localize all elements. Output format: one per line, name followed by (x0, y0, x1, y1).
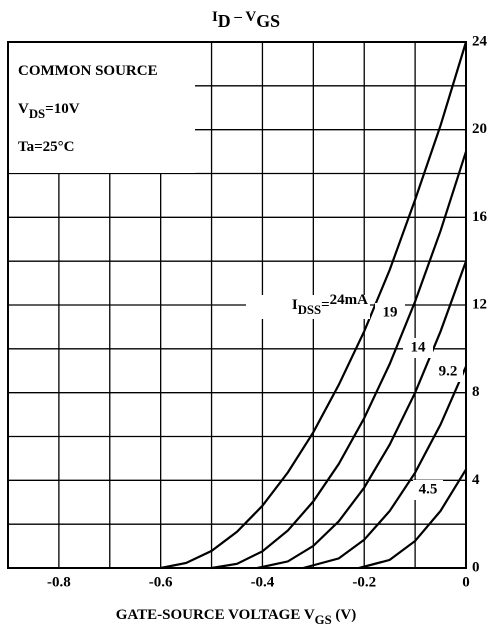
text-part: =10V (45, 101, 80, 117)
label-bg (413, 480, 443, 500)
text-part: Ta=25°C (18, 139, 75, 155)
y-tick-label: 20 (472, 121, 487, 137)
curve (211, 151, 468, 570)
series-label: 9.2 (439, 363, 458, 379)
subscript: DS (29, 107, 45, 121)
text-part: I (292, 297, 298, 313)
text-part: 24mA (330, 292, 368, 308)
curve (302, 365, 468, 570)
y-tick-label: 8 (472, 384, 480, 400)
series-label: IDSS=24mA (292, 292, 368, 316)
x-tick-label: -0.4 (251, 574, 275, 590)
text-part: COMMON SOURCE (18, 63, 158, 79)
y-tick-label: 12 (472, 296, 487, 312)
x-tick-label: -0.8 (47, 574, 71, 590)
subscript: D (218, 11, 231, 31)
text-part: I (212, 9, 218, 25)
plot-frame (7, 41, 467, 569)
subscript: GS (315, 613, 332, 627)
condition-text: Ta=25°C (18, 139, 75, 155)
subscript: DSS (298, 303, 321, 317)
label-bg (433, 362, 463, 382)
y-tick-label: 24 (472, 33, 488, 49)
series-label: 4.5 (419, 481, 438, 497)
label-bg (375, 303, 405, 323)
label-bg (246, 295, 370, 319)
x-tick-label: 0 (462, 574, 470, 590)
x-axis-label: GATE-SOURCE VOLTAGE VGS (V) (116, 607, 357, 626)
text-part: – V (231, 9, 257, 25)
condition-box (9, 43, 195, 173)
curve (160, 41, 468, 570)
chart-title: ID – VGS (212, 9, 280, 31)
x-tick-label: -0.2 (352, 574, 376, 590)
series-label: 19 (383, 304, 398, 320)
x-tick-label: -0.6 (149, 574, 173, 590)
condition-text: COMMON SOURCE (18, 63, 158, 79)
series-label: 14 (411, 339, 427, 355)
text-part: = (321, 297, 330, 313)
label-bg (403, 338, 433, 358)
text-part: (V) (332, 607, 357, 623)
condition-text: VDS=10V (18, 101, 80, 120)
y-tick-label: 16 (472, 209, 488, 225)
y-tick-label: 4 (472, 472, 480, 488)
text-part: V (18, 101, 29, 117)
y-tick-label: 0 (472, 559, 480, 575)
subscript: GS (256, 11, 280, 31)
curve (358, 468, 467, 570)
text-part: GATE-SOURCE VOLTAGE V (116, 607, 315, 623)
